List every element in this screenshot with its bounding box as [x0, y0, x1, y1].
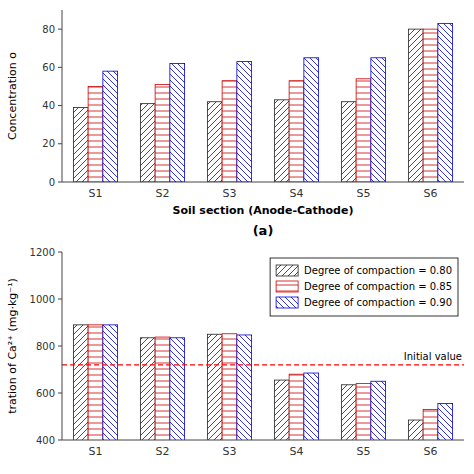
x-tick-label: S6	[424, 445, 438, 458]
bar	[274, 380, 289, 440]
bar	[155, 85, 170, 182]
x-tick-label: S5	[357, 187, 371, 200]
x-tick-label: S3	[223, 445, 237, 458]
y-axis-label: tration of Ca²⁺ (mg·kg⁻¹)	[6, 278, 19, 414]
y-tick-label: 800	[36, 341, 55, 352]
chart-0: 0 20 40 60 80 S1 S2 S3 S4 S5 S6 Soil section (Anode…	[6, 10, 464, 238]
y-tick	[58, 105, 62, 106]
y-axis-line	[62, 10, 63, 182]
bar	[88, 86, 103, 182]
y-tick	[58, 346, 62, 347]
legend: Degree of compaction = 0.80 Degree of com…	[270, 258, 458, 316]
y-tick	[58, 182, 62, 183]
legend-label: Degree of compaction = 0.85	[304, 281, 452, 292]
bar	[304, 373, 319, 440]
x-tick-label: S2	[156, 445, 170, 458]
y-tick	[58, 440, 62, 441]
legend-label: Degree of compaction = 0.90	[304, 297, 452, 308]
bar	[73, 107, 88, 182]
y-tick-label: 0	[49, 177, 55, 188]
y-tick-label: 1200	[30, 247, 55, 258]
y-tick	[58, 143, 62, 144]
y-axis-line	[62, 252, 63, 440]
bar	[341, 102, 356, 182]
bar	[73, 325, 88, 440]
y-tick	[58, 393, 62, 394]
x-axis-label: Soil section (Anode-Cathode)	[173, 204, 354, 217]
bar	[237, 335, 252, 440]
bar	[423, 29, 438, 182]
x-tick-label: S5	[357, 445, 371, 458]
bar	[103, 71, 118, 182]
initial-value-label: Initial value	[404, 351, 462, 362]
legend-swatch	[276, 265, 298, 276]
x-tick-label: S4	[290, 445, 304, 458]
x-axis-line	[62, 182, 464, 183]
y-tick	[58, 29, 62, 30]
bar	[408, 29, 423, 182]
bar	[207, 334, 222, 440]
panel-label: (a)	[253, 223, 274, 238]
bars	[62, 325, 464, 440]
x-tick-label: S1	[89, 187, 103, 200]
bar	[371, 381, 386, 440]
y-axis-label: Concentration o	[6, 52, 19, 140]
bar	[155, 337, 170, 440]
bar	[222, 81, 237, 182]
y-tick-label: 20	[42, 138, 55, 149]
bar	[408, 420, 423, 440]
bar	[356, 384, 371, 440]
y-tick-label: 60	[42, 62, 55, 73]
legend-label: Degree of compaction = 0.80	[304, 265, 452, 276]
bar	[103, 325, 118, 440]
bar	[371, 58, 386, 182]
bar	[237, 62, 252, 182]
bar	[170, 64, 185, 182]
bar	[356, 79, 371, 182]
y-tick	[58, 252, 62, 253]
initial-value-line	[62, 364, 464, 365]
bar	[289, 81, 304, 182]
y-tick-label: 400	[36, 435, 55, 446]
bar	[438, 404, 453, 440]
x-tick-label: S2	[156, 187, 170, 200]
legend-frame	[270, 258, 458, 316]
y-tick	[58, 299, 62, 300]
x-axis-line	[62, 440, 464, 441]
y-tick-label: 40	[42, 100, 55, 111]
x-tick-label: S1	[89, 445, 103, 458]
x-tick-label: S3	[223, 187, 237, 200]
bar	[304, 58, 319, 182]
bar	[140, 338, 155, 440]
chart-svg: 0 20 40 60 80 S1 S2 S3 S4 S5 S6 Soil section (Anode…	[0, 0, 474, 474]
bar	[289, 374, 304, 440]
chart-1: 400 600 800 1000 1200 Initial value S1 S2 S3 S4 S5…	[6, 247, 464, 474]
bar	[438, 23, 453, 182]
bar	[207, 102, 222, 182]
legend-swatch	[276, 297, 298, 308]
x-tick-label: S6	[424, 187, 438, 200]
y-tick-label: 600	[36, 388, 55, 399]
bars	[73, 23, 452, 182]
bar	[222, 334, 237, 440]
y-tick-label: 1000	[30, 294, 55, 305]
x-tick-label: S4	[290, 187, 304, 200]
bar	[341, 385, 356, 440]
bar	[88, 325, 103, 440]
y-tick-label: 80	[42, 24, 55, 35]
bar	[423, 409, 438, 440]
bar	[274, 100, 289, 182]
y-tick	[58, 67, 62, 68]
bar	[140, 104, 155, 182]
legend-swatch	[276, 281, 298, 292]
bar	[170, 338, 185, 440]
